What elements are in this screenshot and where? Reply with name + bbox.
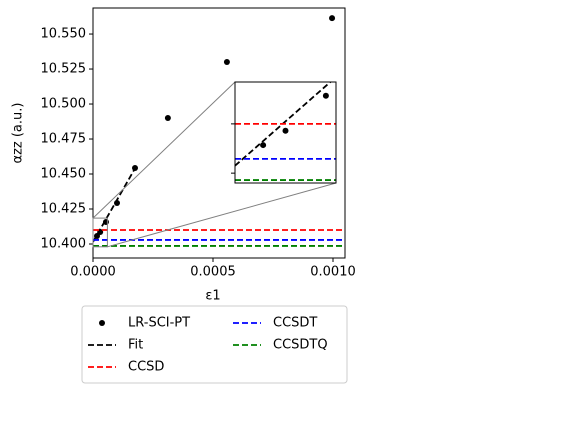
y-tick-label: 10.475: [41, 132, 87, 147]
x-tick-label: 0.0000: [70, 265, 116, 280]
connector: [92, 81, 236, 219]
legend-label: CCSDTQ: [273, 338, 328, 353]
y-tick-label: 10.425: [41, 202, 87, 217]
data-point: [164, 115, 171, 122]
legend-marker: [99, 320, 105, 326]
data-point: [223, 59, 230, 66]
legend-label: Fit: [128, 338, 143, 353]
axes-frame: [92, 7, 346, 259]
y-tick-label: 10.450: [41, 167, 87, 182]
connector: [107, 182, 337, 248]
y-axis-label: αzz (a.u.): [11, 103, 26, 164]
legend-label: LR-SCI-PT: [128, 316, 190, 331]
plot-area: [235, 26, 406, 181]
zoom-box: [92, 217, 108, 248]
data-point: [329, 15, 336, 22]
x-tick-label: 0.0005: [190, 265, 236, 280]
y-tick-label: 10.400: [41, 237, 87, 252]
y-tick-label: 10.500: [41, 97, 87, 112]
y-tick-label: 10.525: [41, 62, 87, 77]
inset-frame: [234, 81, 337, 184]
x-axis-label: ε1: [205, 289, 220, 304]
fit-line: [93, 165, 137, 243]
y-tick-label: 10.550: [41, 27, 87, 42]
data-point: [260, 142, 267, 149]
data-point: [322, 92, 329, 99]
legend-label: CCSDT: [273, 316, 317, 331]
legend-box: [81, 305, 348, 384]
data-point: [282, 127, 289, 134]
plot-area: [93, 15, 345, 247]
data-point: [400, 26, 406, 32]
legend-label: CCSD: [128, 360, 164, 375]
fit-line: [235, 82, 332, 167]
x-tick-label: 0.0010: [310, 265, 356, 280]
